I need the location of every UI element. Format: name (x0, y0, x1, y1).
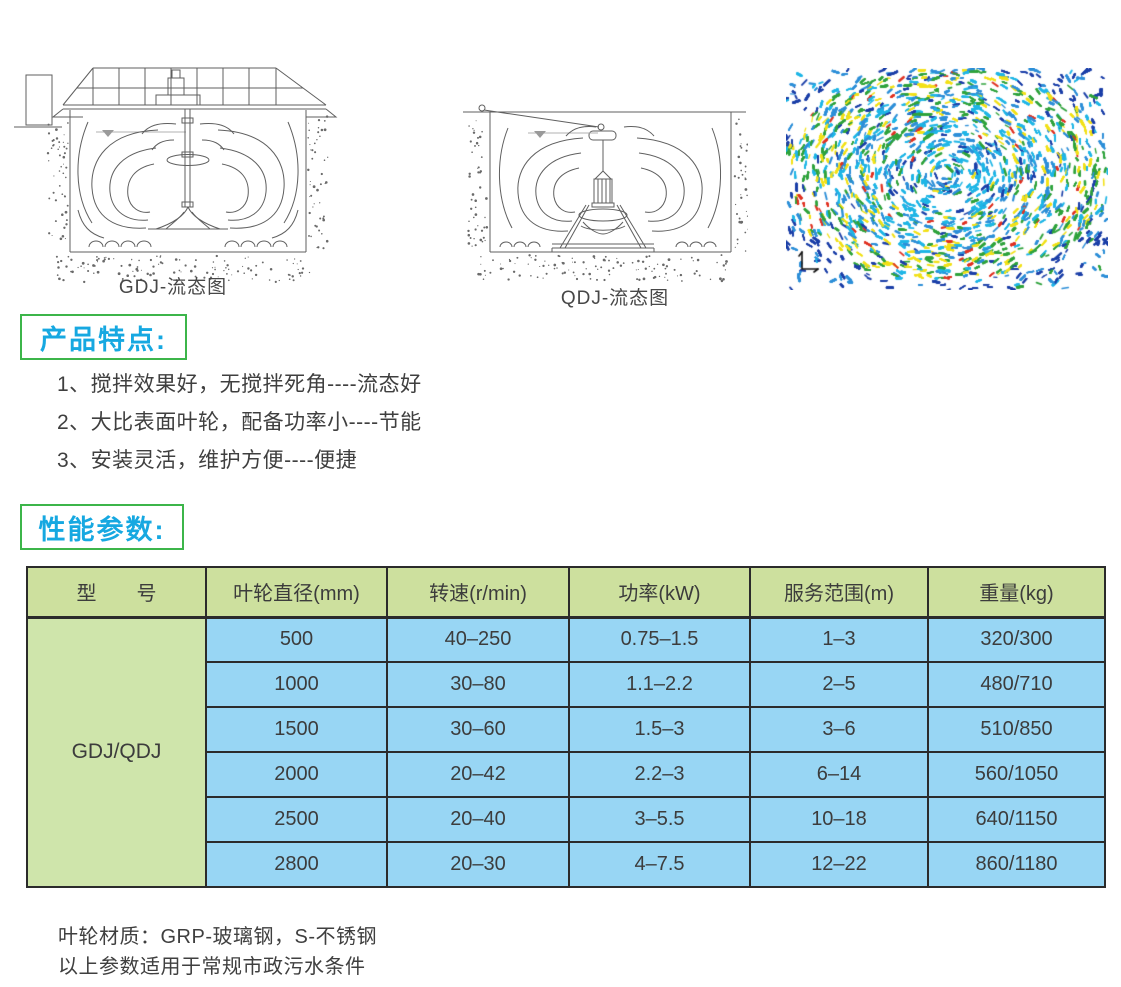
cell: 1500 (205, 706, 388, 753)
flow-lines (78, 122, 298, 238)
features-section-title: 产品特点: (20, 314, 187, 360)
material-note: 叶轮材质：GRP-玻璃钢，S-不锈钢 (58, 926, 377, 948)
mixer-shaft (167, 109, 209, 207)
cell: 1.1–2.2 (568, 661, 751, 708)
cell: 860/1180 (927, 841, 1106, 888)
sludge-bumps (500, 242, 716, 247)
cell: 2500 (205, 796, 388, 843)
cell: 6–14 (749, 751, 929, 798)
cell: 30–80 (386, 661, 570, 708)
hoist (589, 131, 616, 140)
cell: 10–18 (749, 796, 929, 843)
cell: 12–22 (749, 841, 929, 888)
cell: 3–5.5 (568, 796, 751, 843)
table-header-row: 型 号 叶轮直径(mm) 转速(r/min) 功率(kW) 服务范围(m) 重量… (26, 566, 1106, 619)
feature-item: 1、搅拌效果好，无搅拌死角----流态好 (57, 373, 422, 396)
ground-speckles (467, 118, 748, 283)
cell: 1000 (205, 661, 388, 708)
cell: 20–42 (386, 751, 570, 798)
cell: 500 (205, 616, 388, 663)
feature-item: 3、安装灵活，维护方便----便捷 (57, 449, 358, 472)
cell: 30–60 (386, 706, 570, 753)
cfd-simulation-image (786, 68, 1108, 290)
condition-note: 以上参数适用于常规市政污水条件 (58, 956, 366, 978)
mixer-frame (552, 205, 654, 252)
cell: 2.2–3 (568, 751, 751, 798)
tank-wall (490, 112, 731, 252)
cell: 320/300 (927, 616, 1106, 663)
table-row: 2000 20–42 2.2–3 6–14 560/1050 (27, 751, 1106, 798)
cell: 2800 (205, 841, 388, 888)
features-title-text: 产品特点: (40, 324, 167, 355)
water-level-marker (102, 130, 114, 137)
model-cell: GDJ/QDJ (26, 616, 207, 888)
drive-motor (156, 70, 200, 105)
cell: 2000 (205, 751, 388, 798)
table-row: GDJ/QDJ 500 40–250 0.75–1.5 1–3 320/300 (26, 616, 1106, 888)
feature-item: 2、大比表面叶轮，配备功率小----节能 (57, 411, 422, 434)
table-row: 2500 20–40 3–5.5 10–18 640/1150 (27, 796, 1106, 843)
qdj-caption: QDJ-流态图 (560, 288, 670, 309)
cell: 20–40 (386, 796, 570, 843)
feature-list: 1、搅拌效果好，无搅拌死角----流态好 2、大比表面叶轮，配备功率小----节… (57, 366, 422, 480)
cell: 510/850 (927, 706, 1106, 753)
gdj-caption: GDJ-流态图 (118, 277, 228, 298)
water-level-marker (534, 131, 546, 138)
table-row: 2800 20–30 4–7.5 12–22 860/1180 (27, 841, 1106, 888)
tank-wall (70, 110, 306, 252)
performance-table: 型 号 叶轮直径(mm) 转速(r/min) 功率(kW) 服务范围(m) 重量… (26, 566, 1106, 888)
cell: 1–3 (749, 616, 929, 663)
cell: 1.5–3 (568, 706, 751, 753)
col-header-diameter: 叶轮直径(mm) (205, 566, 388, 619)
cell: 2–5 (749, 661, 929, 708)
col-header-range: 服务范围(m) (749, 566, 929, 619)
cell: 0.75–1.5 (568, 616, 751, 663)
table-row: 1500 30–60 1.5–3 3–6 510/850 (27, 706, 1106, 753)
cell: 3–6 (749, 706, 929, 753)
submersible-mixer (579, 171, 627, 234)
cabinet (26, 75, 52, 125)
cell: 640/1150 (927, 796, 1106, 843)
cell: 560/1050 (927, 751, 1106, 798)
performance-section-title: 性能参数: (20, 504, 184, 550)
col-header-model: 型 号 (26, 566, 207, 619)
col-header-power: 功率(kW) (568, 566, 751, 619)
ground-speckles (46, 115, 329, 284)
impeller (148, 207, 228, 229)
col-header-speed: 转速(r/min) (386, 566, 570, 619)
cell: 20–30 (386, 841, 570, 888)
cell: 40–250 (386, 616, 570, 663)
col-header-weight: 重量(kg) (927, 566, 1106, 619)
table-row: 1000 30–80 1.1–2.2 2–5 480/710 (27, 661, 1106, 708)
performance-title-text: 性能参数: (38, 514, 166, 545)
gdj-flow-diagram (8, 60, 338, 284)
cell: 4–7.5 (568, 841, 751, 888)
sludge-bumps (89, 241, 287, 247)
flow-lines (499, 126, 720, 231)
cell: 480/710 (927, 661, 1106, 708)
qdj-flow-diagram (448, 93, 748, 283)
